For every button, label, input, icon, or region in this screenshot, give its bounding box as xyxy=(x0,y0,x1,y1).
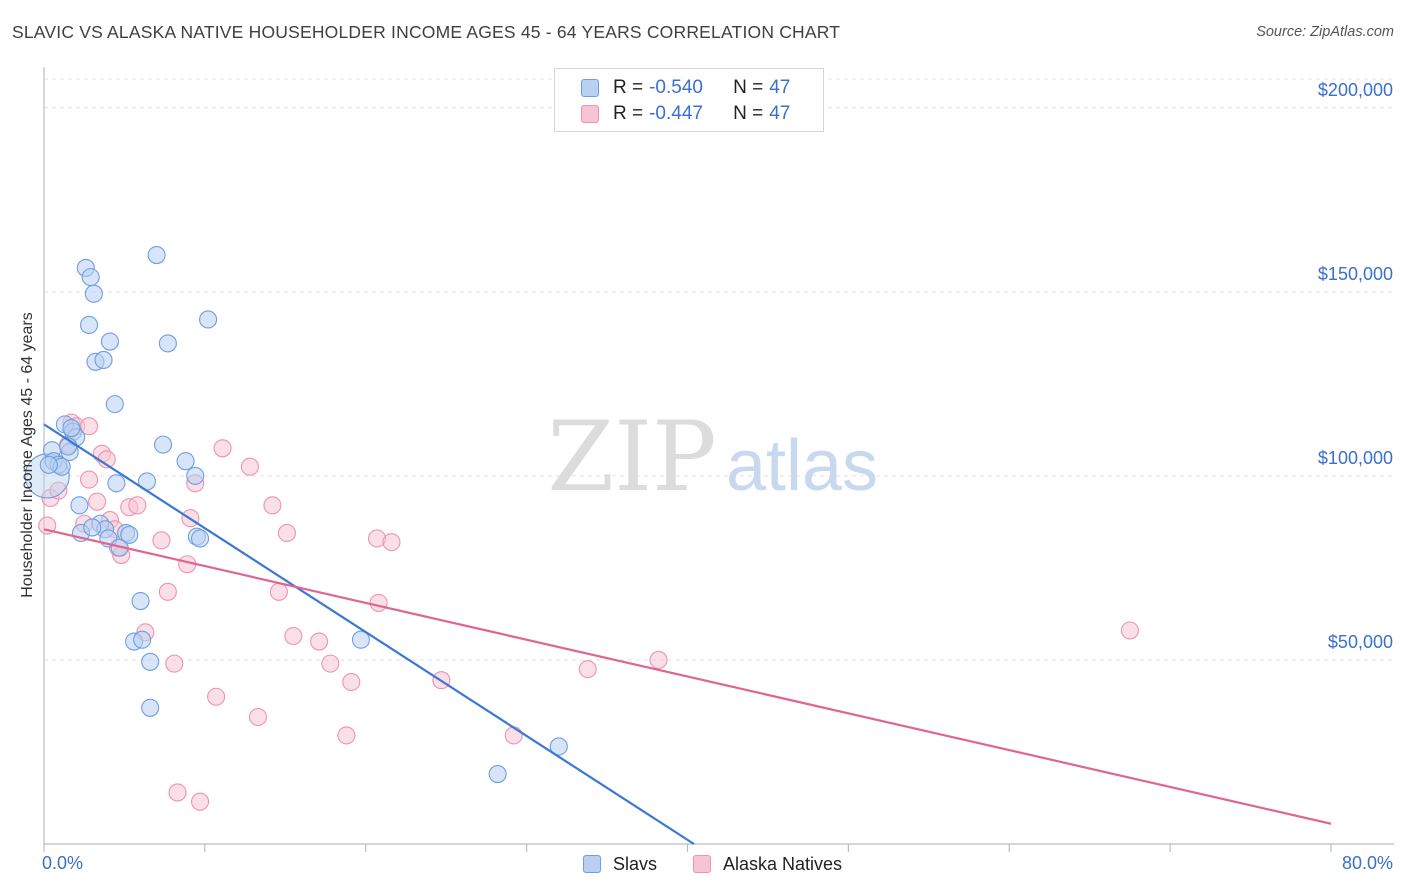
slavs-point xyxy=(79,315,99,335)
alaska-natives-point xyxy=(213,439,232,458)
slavs-point xyxy=(105,395,124,414)
slavs-point xyxy=(62,419,81,438)
alaska-natives-point xyxy=(310,632,329,651)
y-tick-label: $150,000 xyxy=(1318,264,1393,284)
bottom-legend-alaska-natives: Alaska Natives xyxy=(693,852,842,876)
slavs-point xyxy=(83,518,102,537)
bottom-legend-label-slavs: Slavs xyxy=(613,853,658,874)
alaska-natives-point xyxy=(49,481,68,500)
trend-lines xyxy=(43,423,1332,845)
alaska-natives-point xyxy=(79,470,99,489)
alaska-natives-point xyxy=(321,654,340,673)
alaska-natives-point xyxy=(277,523,296,543)
watermark: ZIP atlas xyxy=(547,401,878,513)
gridlines xyxy=(44,78,1394,661)
slavs-point xyxy=(131,592,150,611)
legend-r-value: -0.540 xyxy=(649,77,703,98)
alaska-natives-point xyxy=(337,726,356,745)
bottom-legend-swatch-alaska-natives xyxy=(693,855,711,873)
slavs-point xyxy=(176,452,195,471)
alaska-natives-point xyxy=(284,626,303,646)
legend-n-value: 47 xyxy=(769,103,791,124)
slavs-point xyxy=(153,435,173,454)
alaska-natives-point xyxy=(578,660,597,679)
alaska-natives-point xyxy=(88,492,107,511)
slavs-point xyxy=(81,268,100,287)
alaska-natives-point xyxy=(152,531,171,550)
bottom-legend-swatch-slavs xyxy=(583,855,601,873)
watermark-atlas: atlas xyxy=(726,426,878,506)
slavs-point xyxy=(141,698,160,717)
slavs-point xyxy=(158,334,177,353)
alaska-natives-point xyxy=(649,650,668,670)
slavs-point xyxy=(549,737,568,756)
legend-r-label: R = xyxy=(613,103,644,124)
slavs-point xyxy=(39,455,58,474)
alaska-natives-point xyxy=(190,792,210,811)
alaska-natives-point xyxy=(369,593,388,612)
legend-n-label: N = xyxy=(733,77,764,98)
alaska-natives-point xyxy=(168,783,187,802)
alaska-natives-point xyxy=(382,533,401,552)
series-slavs xyxy=(24,245,568,784)
alaska-natives-point xyxy=(248,707,268,727)
correlation-legend: R = -0.540 N = 47 R = -0.447 N = 47 xyxy=(554,68,824,132)
slavs-point xyxy=(186,466,205,485)
legend-swatch-slavs xyxy=(581,79,599,97)
chart-title: SLAVIC VS ALASKA NATIVE HOUSEHOLDER INCO… xyxy=(12,22,841,42)
slavs-point xyxy=(488,765,507,784)
bottom-legend-slavs: Slavs xyxy=(583,852,657,876)
alaska-natives-point xyxy=(207,687,226,706)
tick-labels: $50,000 $100,000 $150,000 $200,000 0.0% 80.0% xyxy=(42,80,1393,873)
alaska-natives-point xyxy=(165,654,184,673)
alaska-natives-point xyxy=(504,726,523,745)
legend-row-alaska-natives: R = -0.447 N = 47 xyxy=(581,102,790,126)
y-tick-label: $100,000 xyxy=(1318,448,1393,468)
y-tick-label: $50,000 xyxy=(1328,632,1393,652)
alaska-natives-point xyxy=(342,672,361,692)
alaska-natives-point xyxy=(263,496,282,515)
legend-row-slavs: R = -0.540 N = 47 xyxy=(581,76,790,100)
slavs-point xyxy=(100,332,120,351)
slavs-point xyxy=(190,529,210,548)
y-tick-label: $200,000 xyxy=(1318,80,1393,100)
slavs-point xyxy=(141,652,160,671)
legend-r-value: -0.447 xyxy=(649,103,703,124)
slavs-point xyxy=(147,245,166,265)
slavs-point xyxy=(351,630,370,649)
alaska-natives-trend-line xyxy=(43,528,1332,825)
legend-r-label: R = xyxy=(613,77,644,98)
alaska-natives-point xyxy=(79,417,99,436)
watermark-zip: ZIP xyxy=(547,401,716,513)
bottom-legend-label-alaska-natives: Alaska Natives xyxy=(723,853,843,874)
axes xyxy=(43,67,1394,852)
alaska-natives-point xyxy=(1120,621,1139,640)
slavs-trend-line xyxy=(43,423,695,845)
alaska-natives-point xyxy=(38,516,57,535)
slavs-point xyxy=(133,630,152,649)
y-axis-label: Householder Income Ages 45 - 64 years xyxy=(19,312,36,598)
slavs-point xyxy=(107,474,126,493)
x-tick-label: 0.0% xyxy=(42,853,83,873)
legend-swatch-alaska-natives xyxy=(581,105,599,123)
slavs-point xyxy=(94,350,113,370)
alaska-natives-point xyxy=(240,457,259,476)
slavs-point xyxy=(120,525,139,544)
alaska-natives-point xyxy=(128,496,147,515)
legend-n-value: 47 xyxy=(769,77,791,98)
slavs-point xyxy=(199,310,218,329)
x-tick-label: 80.0% xyxy=(1342,853,1393,873)
slavs-point xyxy=(84,284,103,303)
alaska-natives-point xyxy=(269,582,288,601)
alaska-natives-point xyxy=(158,582,177,601)
legend-n-label: N = xyxy=(733,103,764,124)
source-credit: Source: ZipAtlas.com xyxy=(1256,24,1394,40)
slavs-point xyxy=(70,496,89,515)
